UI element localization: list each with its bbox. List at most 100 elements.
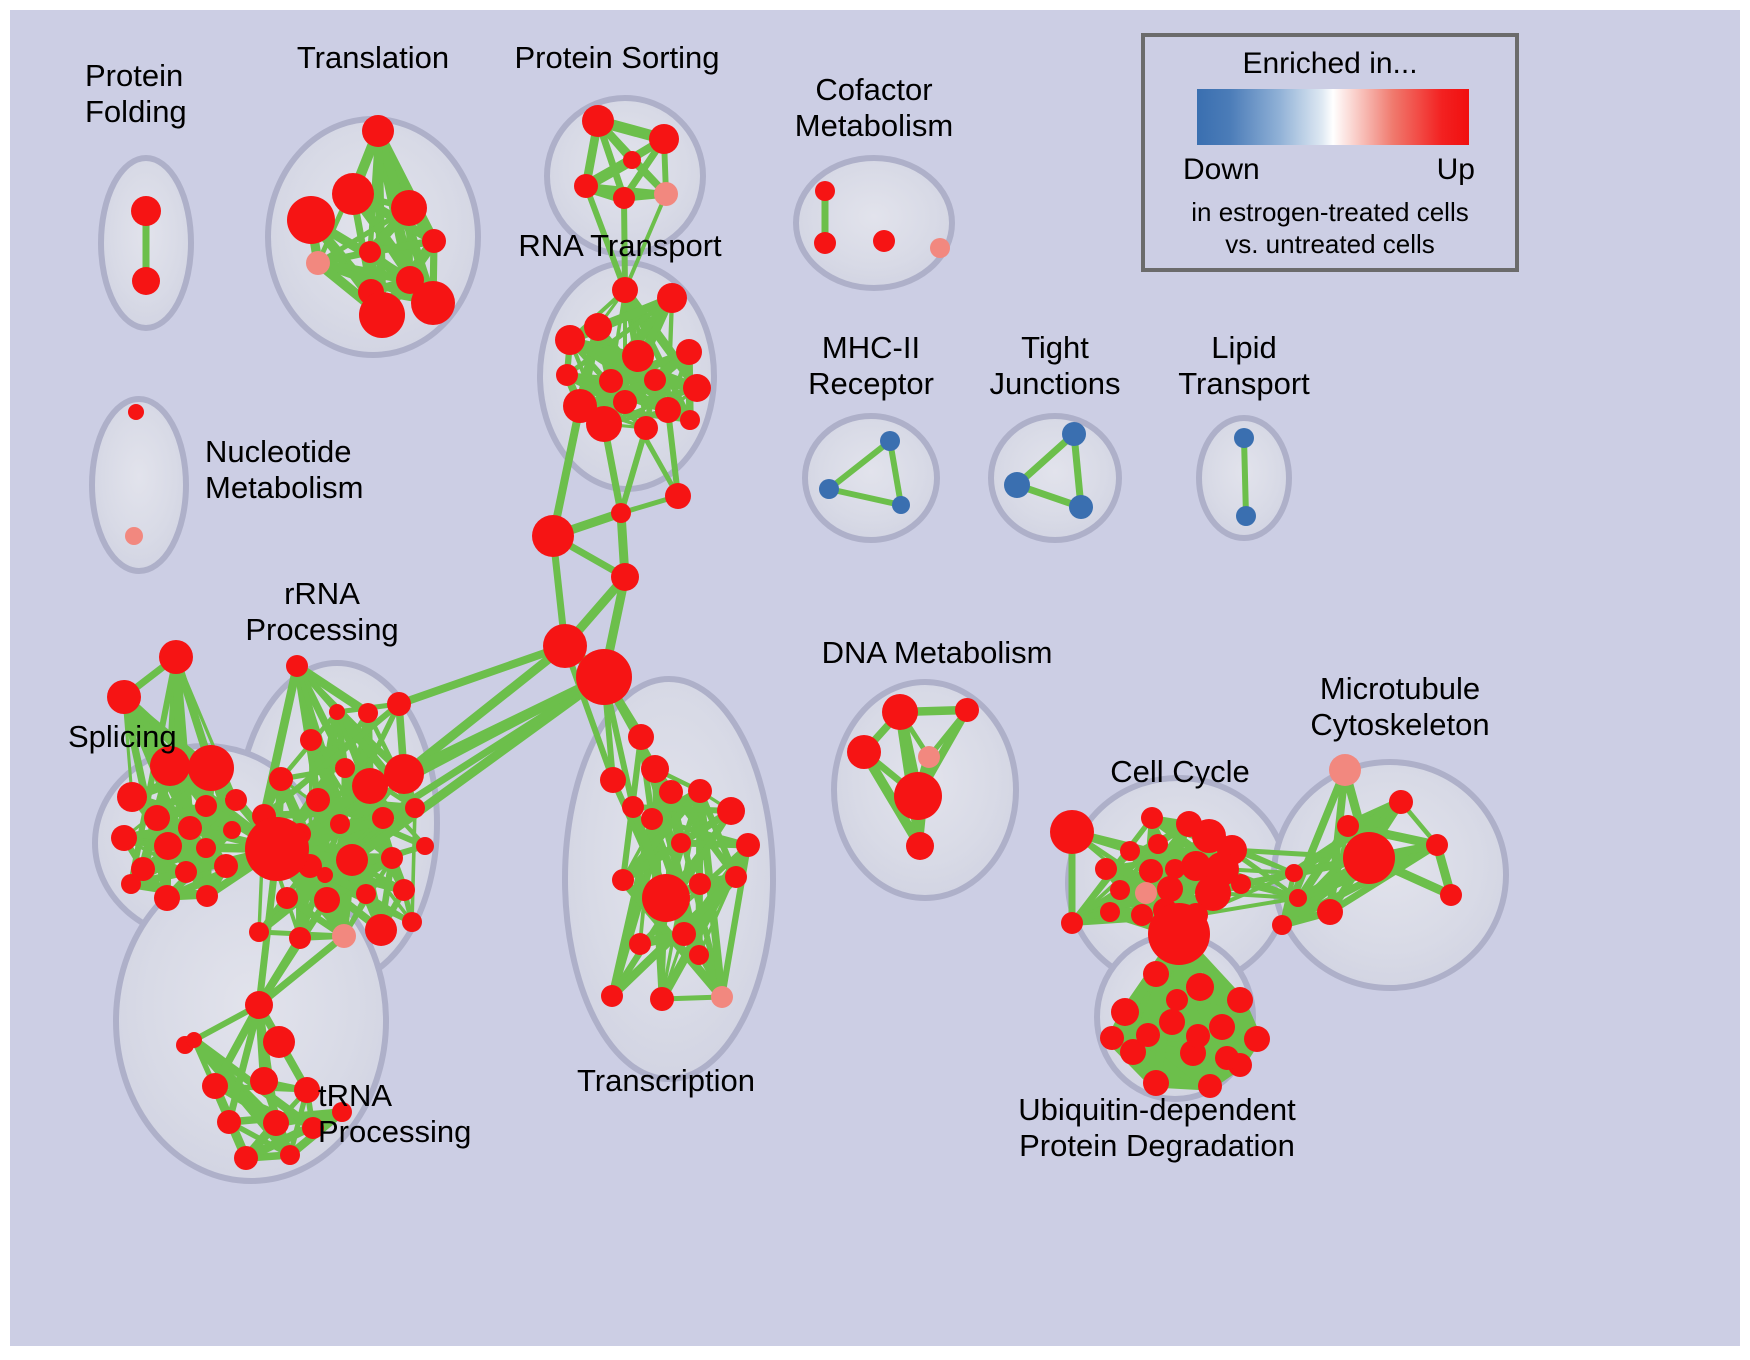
network-node[interactable]: [365, 914, 397, 946]
network-node[interactable]: [202, 1073, 228, 1099]
network-node[interactable]: [717, 797, 745, 825]
network-node[interactable]: [600, 767, 626, 793]
network-node[interactable]: [150, 746, 190, 786]
network-node[interactable]: [1100, 1026, 1124, 1050]
network-node[interactable]: [175, 861, 197, 883]
network-node[interactable]: [263, 1110, 289, 1136]
network-node[interactable]: [611, 563, 639, 591]
network-node[interactable]: [422, 229, 446, 253]
network-node[interactable]: [1143, 1070, 1169, 1096]
network-node[interactable]: [269, 767, 293, 791]
network-node[interactable]: [195, 795, 217, 817]
network-node[interactable]: [586, 406, 622, 442]
network-node[interactable]: [622, 340, 654, 372]
network-node[interactable]: [873, 230, 895, 252]
network-node[interactable]: [196, 838, 216, 858]
network-node[interactable]: [223, 821, 241, 839]
network-node[interactable]: [154, 832, 182, 860]
network-node[interactable]: [644, 369, 666, 391]
network-node[interactable]: [1135, 882, 1157, 904]
network-node[interactable]: [532, 515, 574, 557]
network-node[interactable]: [1244, 1026, 1270, 1052]
network-node[interactable]: [306, 251, 330, 275]
network-node[interactable]: [287, 196, 335, 244]
network-node[interactable]: [683, 374, 711, 402]
network-node[interactable]: [132, 267, 160, 295]
network-node[interactable]: [1120, 841, 1140, 861]
network-node[interactable]: [188, 745, 234, 791]
network-node[interactable]: [1231, 874, 1251, 894]
network-node[interactable]: [1337, 815, 1359, 837]
network-node[interactable]: [955, 698, 979, 722]
network-node[interactable]: [671, 833, 691, 853]
network-node[interactable]: [623, 151, 641, 169]
network-node[interactable]: [356, 884, 376, 904]
network-node[interactable]: [314, 887, 340, 913]
network-node[interactable]: [245, 817, 309, 881]
network-node[interactable]: [815, 181, 835, 201]
network-node[interactable]: [641, 808, 663, 830]
network-node[interactable]: [1095, 858, 1117, 880]
network-node[interactable]: [642, 874, 690, 922]
network-node[interactable]: [1165, 859, 1185, 879]
network-node[interactable]: [1236, 506, 1256, 526]
network-node[interactable]: [317, 867, 333, 883]
network-node[interactable]: [250, 1067, 278, 1095]
network-node[interactable]: [131, 196, 161, 226]
network-node[interactable]: [245, 991, 273, 1019]
network-node[interactable]: [676, 339, 702, 365]
network-node[interactable]: [711, 986, 733, 1008]
network-node[interactable]: [294, 1077, 320, 1103]
network-node[interactable]: [1110, 880, 1130, 900]
network-node[interactable]: [1166, 989, 1188, 1011]
network-node[interactable]: [111, 825, 137, 851]
network-node[interactable]: [396, 266, 424, 294]
network-node[interactable]: [882, 694, 918, 730]
network-node[interactable]: [611, 503, 631, 523]
network-node[interactable]: [847, 735, 881, 769]
network-node[interactable]: [144, 805, 170, 831]
network-node[interactable]: [276, 887, 298, 909]
network-node[interactable]: [1272, 915, 1292, 935]
network-node[interactable]: [654, 182, 678, 206]
network-node[interactable]: [574, 174, 598, 198]
network-node[interactable]: [1136, 1023, 1160, 1047]
network-node[interactable]: [405, 798, 425, 818]
network-node[interactable]: [372, 807, 394, 829]
network-node[interactable]: [918, 746, 940, 768]
network-node[interactable]: [1148, 903, 1210, 965]
network-node[interactable]: [1148, 834, 1168, 854]
network-node[interactable]: [214, 854, 238, 878]
network-node[interactable]: [280, 1145, 300, 1165]
network-node[interactable]: [1227, 987, 1253, 1013]
network-node[interactable]: [1198, 1074, 1222, 1098]
network-node[interactable]: [894, 772, 942, 820]
network-node[interactable]: [402, 912, 422, 932]
network-node[interactable]: [332, 173, 374, 215]
network-node[interactable]: [1317, 899, 1343, 925]
network-node[interactable]: [1289, 889, 1307, 907]
network-node[interactable]: [381, 847, 403, 869]
network-node[interactable]: [196, 885, 218, 907]
network-node[interactable]: [906, 832, 934, 860]
network-node[interactable]: [416, 837, 434, 855]
network-node[interactable]: [1389, 790, 1413, 814]
network-node[interactable]: [1186, 1024, 1210, 1048]
network-node[interactable]: [1195, 875, 1231, 911]
network-node[interactable]: [393, 879, 415, 901]
network-node[interactable]: [249, 922, 269, 942]
network-node[interactable]: [1141, 807, 1163, 829]
network-node[interactable]: [628, 724, 654, 750]
network-node[interactable]: [814, 232, 836, 254]
network-node[interactable]: [154, 885, 180, 911]
network-node[interactable]: [612, 869, 634, 891]
network-node[interactable]: [159, 640, 193, 674]
network-node[interactable]: [1426, 834, 1448, 856]
network-node[interactable]: [1285, 864, 1303, 882]
network-node[interactable]: [672, 922, 696, 946]
network-node[interactable]: [599, 369, 623, 393]
network-node[interactable]: [1131, 904, 1153, 926]
network-node[interactable]: [125, 527, 143, 545]
network-node[interactable]: [930, 238, 950, 258]
network-node[interactable]: [657, 283, 687, 313]
